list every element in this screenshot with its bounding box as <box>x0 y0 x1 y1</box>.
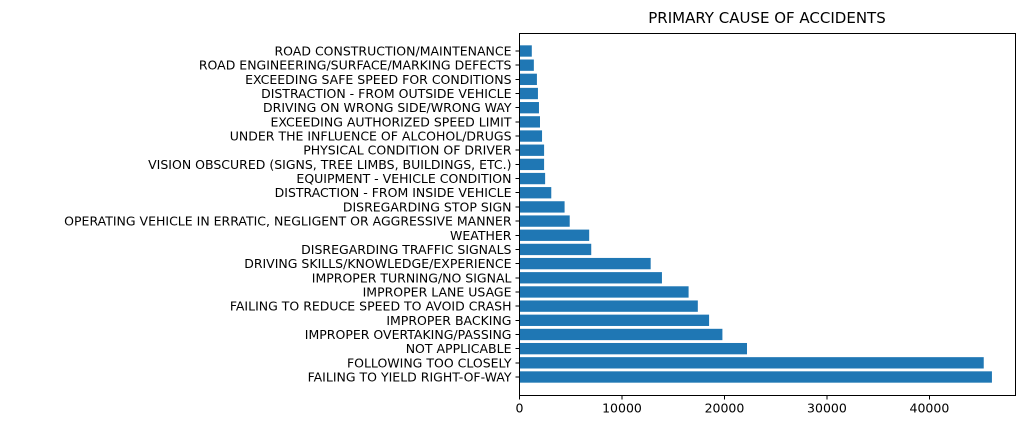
bar <box>519 144 545 156</box>
bar <box>519 286 689 298</box>
y-tick-label: IMPROPER BACKING <box>386 313 511 328</box>
x-tick-label: 0 <box>516 401 524 416</box>
x-tick-label: 10000 <box>602 401 642 416</box>
y-tick-label: EXCEEDING SAFE SPEED FOR CONDITIONS <box>245 72 511 87</box>
y-tick-label: DRIVING ON WRONG SIDE/WRONG WAY <box>263 100 512 115</box>
bar <box>519 257 651 270</box>
bar <box>519 187 552 199</box>
y-tick-label: IMPROPER TURNING/NO SIGNAL <box>312 270 512 285</box>
y-tick-label: DISTRACTION - FROM INSIDE VEHICLE <box>275 185 512 200</box>
bar <box>519 201 565 213</box>
y-tick-label: UNDER THE INFLUENCE OF ALCOHOL/DRUGS <box>230 129 512 144</box>
y-tick-label: DRIVING SKILLS/KNOWLEDGE/EXPERIENCE <box>244 256 511 271</box>
y-tick-label: ROAD ENGINEERING/SURFACE/MARKING DEFECTS <box>199 58 512 73</box>
bar <box>519 243 592 256</box>
y-tick-label: FOLLOWING TOO CLOSELY <box>347 355 512 370</box>
y-tick-label: FAILING TO REDUCE SPEED TO AVOID CRASH <box>230 299 512 314</box>
bar <box>519 172 546 185</box>
bar <box>519 229 590 241</box>
bar <box>519 116 540 128</box>
x-tick-label: 40000 <box>910 401 950 416</box>
x-tick-label: 20000 <box>705 401 745 416</box>
y-tick-label: PHYSICAL CONDITION OF DRIVER <box>303 143 512 158</box>
x-tick-label: 30000 <box>807 401 847 416</box>
x-axis-ticks: 0 10000 20000 30000 40000 <box>516 395 950 416</box>
y-tick-label: VISION OBSCURED (SIGNS, TREE LIMBS, BUIL… <box>148 157 511 172</box>
bar <box>519 357 984 369</box>
bars-group <box>519 45 992 383</box>
bar <box>519 102 539 114</box>
bar <box>519 158 545 171</box>
bar <box>519 215 570 227</box>
bar <box>519 73 537 86</box>
y-tick-label: DISTRACTION - FROM OUTSIDE VEHICLE <box>261 86 512 101</box>
bar <box>519 328 723 341</box>
bar <box>519 371 992 383</box>
y-tick-label: IMPROPER LANE USAGE <box>363 284 512 299</box>
bar <box>519 314 710 326</box>
bar <box>519 300 698 312</box>
bar <box>519 272 662 284</box>
y-tick-label: OPERATING VEHICLE IN ERRATIC, NEGLIGENT … <box>64 214 512 229</box>
y-tick-label: WEATHER <box>450 228 512 243</box>
bar <box>519 59 534 71</box>
y-tick-label: DISREGARDING TRAFFIC SIGNALS <box>301 242 511 257</box>
y-tick-label: IMPROPER OVERTAKING/PASSING <box>305 327 512 342</box>
plot-frame <box>519 33 1016 396</box>
y-tick-label: ROAD CONSTRUCTION/MAINTENANCE <box>274 44 511 59</box>
y-tick-label: FAILING TO YIELD RIGHT-OF-WAY <box>308 370 512 385</box>
y-tick-label: DISREGARDING STOP SIGN <box>343 199 512 214</box>
chart-title: PRIMARY CAUSE OF ACCIDENTS <box>648 9 885 27</box>
y-tick-label: NOT APPLICABLE <box>406 341 512 356</box>
bar <box>519 45 532 57</box>
bar <box>519 130 543 142</box>
y-tick-label: EXCEEDING AUTHORIZED SPEED LIMIT <box>270 114 511 129</box>
bar <box>519 342 748 355</box>
y-tick-label: EQUIPMENT - VEHICLE CONDITION <box>296 171 511 186</box>
bar <box>519 87 538 100</box>
